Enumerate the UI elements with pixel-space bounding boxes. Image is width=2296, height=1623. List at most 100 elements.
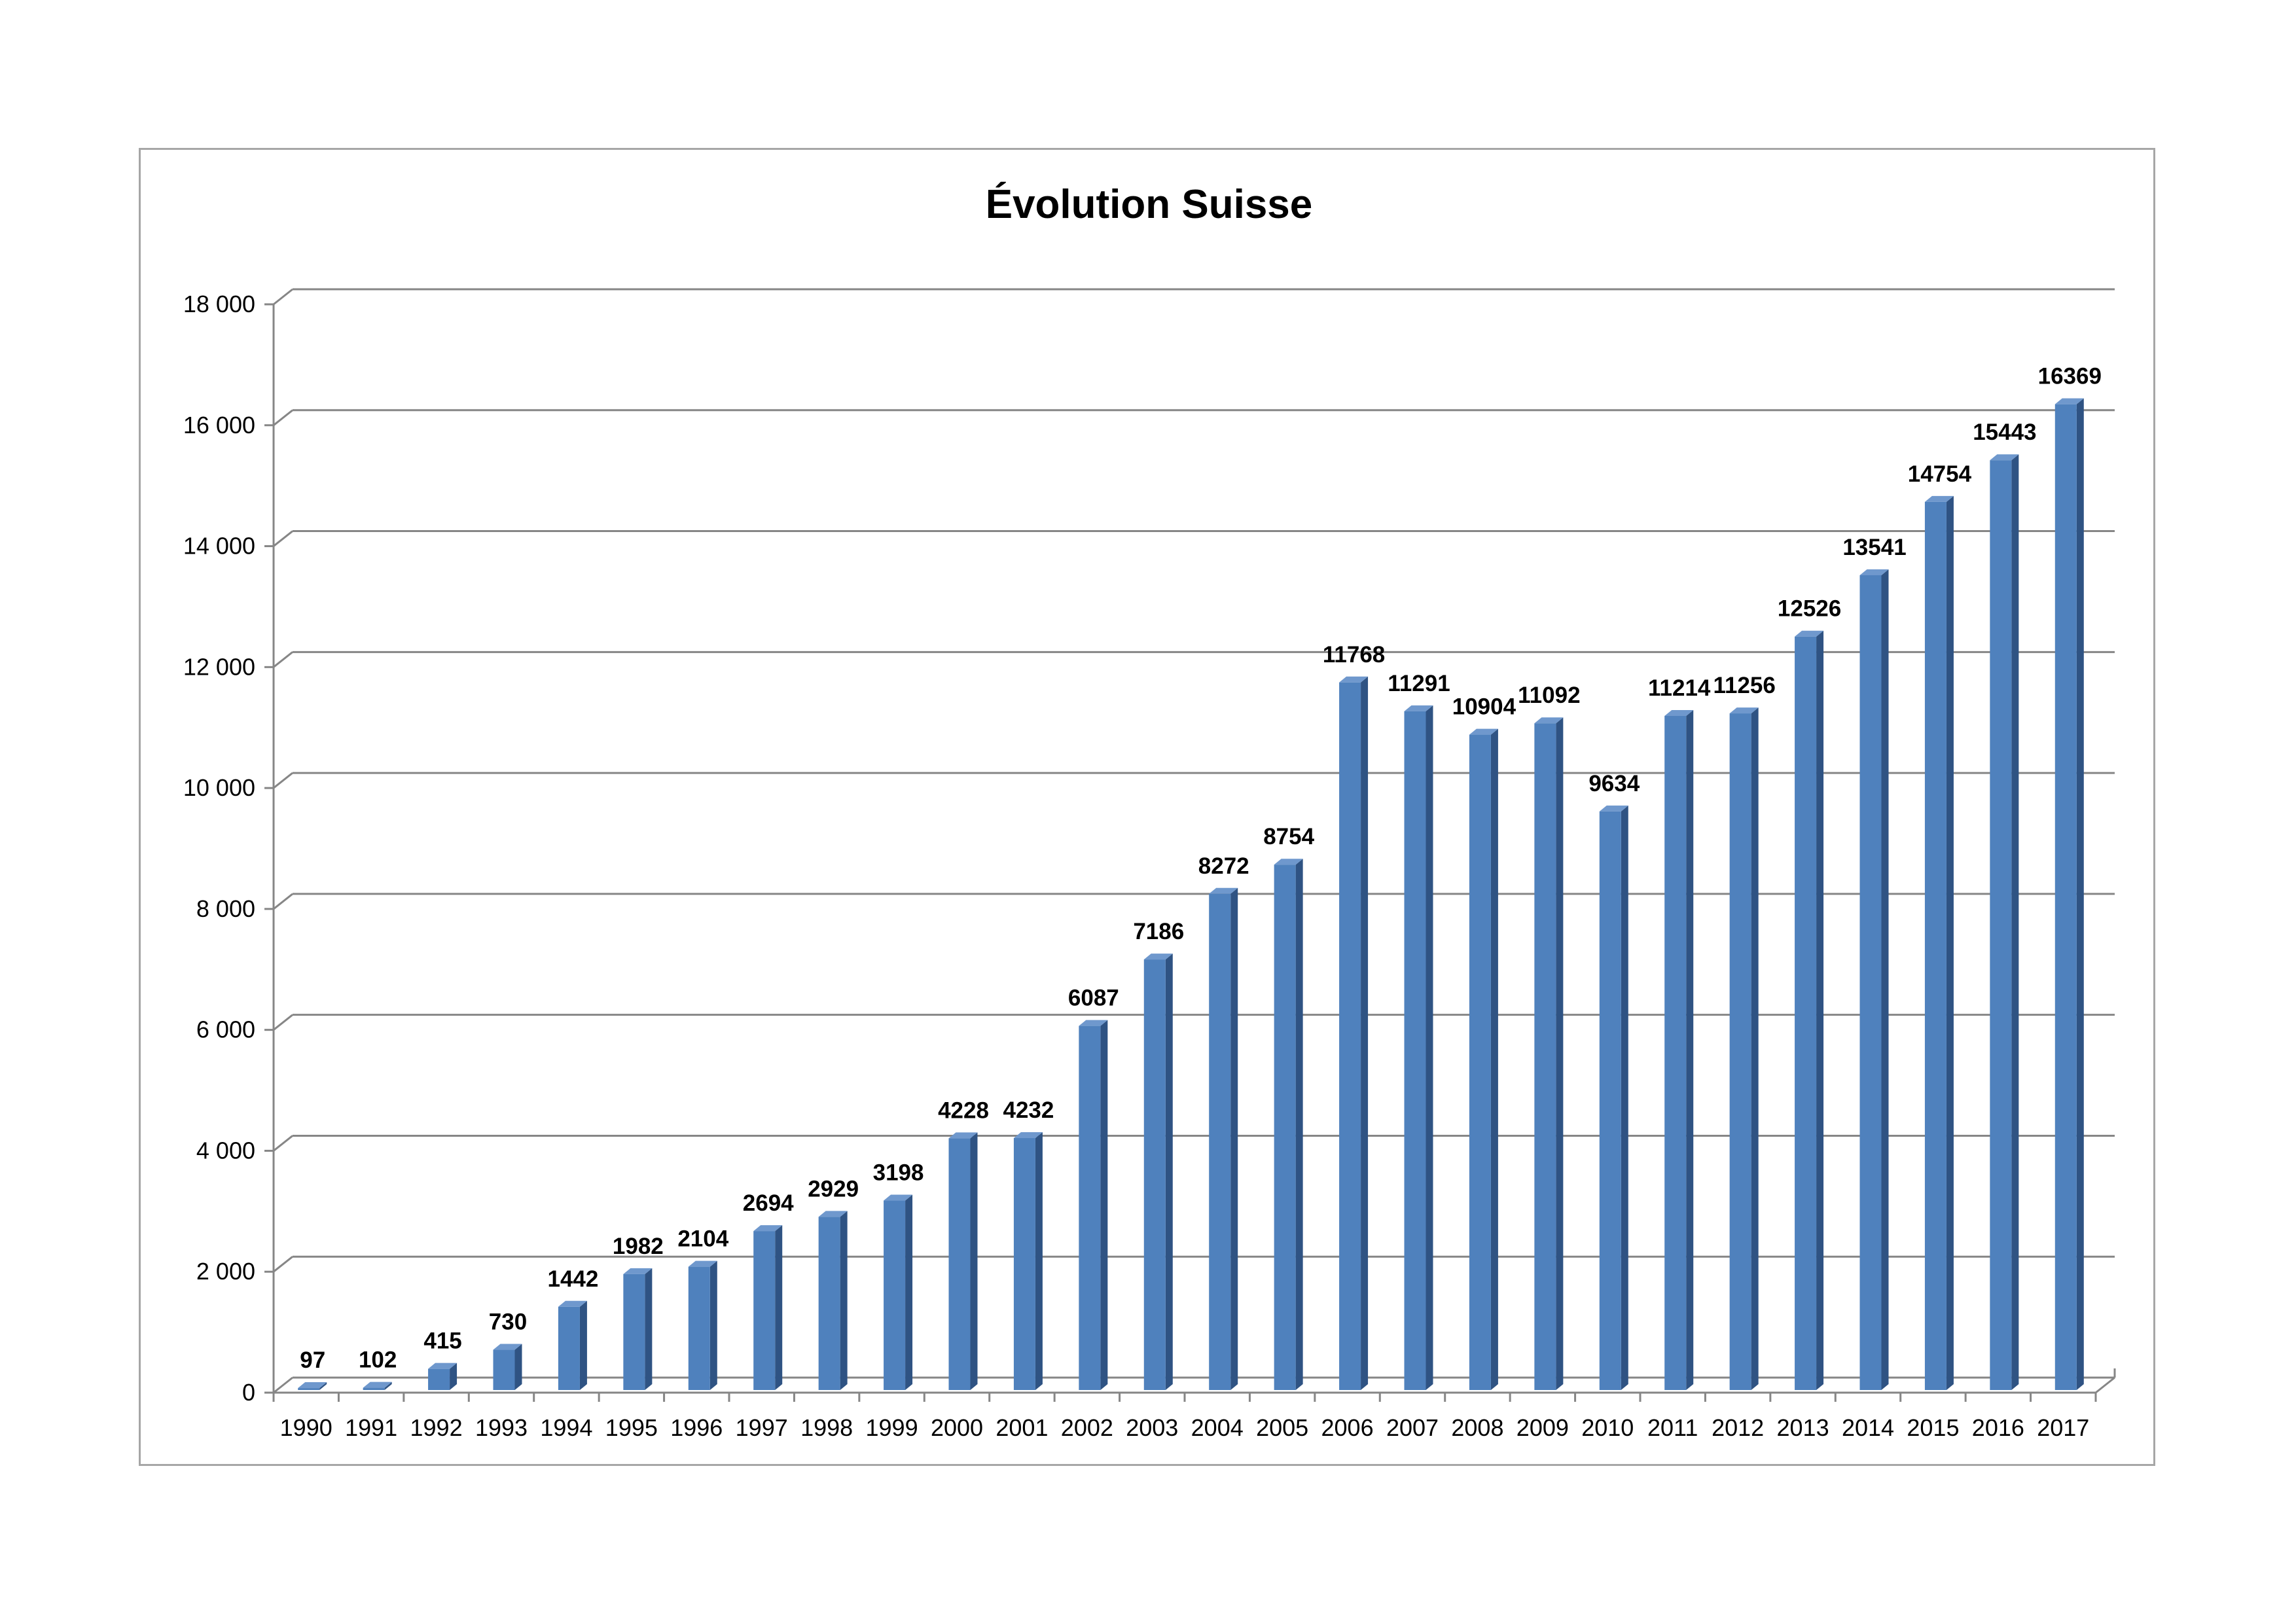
bar xyxy=(2054,398,2084,1390)
x-tick-label: 2009 xyxy=(1516,1414,1569,1441)
x-tick-label: 2012 xyxy=(1712,1414,1764,1441)
data-label: 8754 xyxy=(1263,824,1314,849)
data-label: 1442 xyxy=(547,1266,598,1292)
x-tick-label: 1991 xyxy=(345,1414,397,1441)
data-label: 10904 xyxy=(1452,694,1516,720)
bar xyxy=(1404,705,1433,1390)
x-tick-label: 1997 xyxy=(736,1414,788,1441)
gridline xyxy=(264,1134,2115,1152)
y-tick-label: 10 000 xyxy=(183,774,255,801)
gridline xyxy=(264,1255,2115,1273)
x-tick-label: 1995 xyxy=(605,1414,658,1441)
bar xyxy=(1729,707,1759,1390)
gridline xyxy=(264,651,2115,668)
bar xyxy=(363,1382,392,1390)
data-label: 14754 xyxy=(1908,461,1972,487)
y-tick-label: 0 xyxy=(242,1379,255,1406)
x-axis-ticks: 1990 1991 1992 1993 1994 1995 1996 1997 1998 1999… xyxy=(280,1414,2090,1441)
chart-frame: Évolution Suisse 0 2 000 4 000 6 000 8 000 10… xyxy=(139,148,2155,1466)
bars xyxy=(298,398,2084,1391)
x-tick-label: 1996 xyxy=(670,1414,723,1441)
x-tick-label: 2014 xyxy=(1842,1414,1894,1441)
data-label: 6087 xyxy=(1068,986,1119,1011)
data-label: 7186 xyxy=(1133,919,1184,944)
data-label: 8272 xyxy=(1198,853,1249,879)
data-label: 13541 xyxy=(1842,535,1906,560)
bar xyxy=(1469,728,1498,1390)
data-label: 9634 xyxy=(1588,771,1640,796)
bar xyxy=(1599,805,1628,1390)
x-tick-label: 1992 xyxy=(410,1414,463,1441)
x-tick-label: 2000 xyxy=(931,1414,983,1441)
bar xyxy=(1859,569,1889,1390)
x-tick-label: 1998 xyxy=(800,1414,853,1441)
x-tick-label: 2011 xyxy=(1647,1414,1698,1441)
y-tick-label: 8 000 xyxy=(196,895,255,922)
chart-title: Évolution Suisse xyxy=(985,182,1313,227)
bar xyxy=(818,1211,848,1390)
y-tick-label: 4 000 xyxy=(196,1137,255,1164)
bar xyxy=(884,1194,913,1390)
y-tick-label: 6 000 xyxy=(196,1016,255,1043)
bar xyxy=(688,1260,717,1390)
x-tick-label: 1999 xyxy=(866,1414,918,1441)
data-label: 415 xyxy=(423,1329,461,1354)
y-tick-label: 2 000 xyxy=(196,1258,255,1285)
y-axis-ticks: 0 2 000 4 000 6 000 8 000 10 000 12 000 14 000 1… xyxy=(183,291,255,1406)
x-tick-label: 2003 xyxy=(1126,1414,1178,1441)
gridline xyxy=(264,1376,2115,1394)
bar xyxy=(1924,495,1954,1391)
y-tick-label: 12 000 xyxy=(183,653,255,680)
x-tick-label: 2004 xyxy=(1191,1414,1244,1441)
x-tick-label: 2016 xyxy=(1972,1414,2024,1441)
bar-chart: 0 2 000 4 000 6 000 8 000 10 000 12 000 14 000 1… xyxy=(183,288,2116,1441)
data-label: 2694 xyxy=(743,1190,794,1216)
data-label: 2104 xyxy=(677,1226,728,1252)
bar xyxy=(1274,859,1303,1390)
x-axis-depth-line xyxy=(2095,1376,2115,1394)
bar xyxy=(428,1363,457,1390)
bar xyxy=(298,1382,327,1390)
bar xyxy=(1013,1132,1043,1390)
data-label: 11768 xyxy=(1323,642,1385,668)
bar xyxy=(1143,954,1173,1390)
x-tick-label: 2015 xyxy=(1907,1414,1959,1441)
x-tick-label: 2005 xyxy=(1256,1414,1308,1441)
bar xyxy=(1079,1020,1108,1390)
data-label: 2929 xyxy=(808,1176,859,1202)
axes xyxy=(272,304,2116,1402)
data-label: 15443 xyxy=(1973,419,2036,445)
x-tick-label: 1990 xyxy=(280,1414,332,1441)
bar xyxy=(558,1300,587,1390)
x-tick-label: 1994 xyxy=(540,1414,592,1441)
data-label: 16369 xyxy=(2038,364,2102,389)
y-tick-label: 14 000 xyxy=(183,533,255,560)
bar xyxy=(1209,887,1238,1390)
data-labels: 97 102 415 730 1442 1982 2104 2694 2929 3198 4228 4… xyxy=(300,364,2102,1373)
bar xyxy=(1795,630,1824,1390)
x-tick-label: 2008 xyxy=(1451,1414,1503,1441)
bar xyxy=(753,1225,783,1390)
data-label: 97 xyxy=(300,1347,325,1373)
gridline xyxy=(264,1014,2115,1031)
gridline xyxy=(264,409,2115,427)
data-label: 1982 xyxy=(613,1234,664,1259)
bar xyxy=(948,1132,978,1390)
bar xyxy=(1339,676,1369,1390)
bar xyxy=(1534,717,1564,1390)
gridlines xyxy=(264,288,2115,1394)
gridline xyxy=(264,893,2115,910)
data-label: 102 xyxy=(359,1347,397,1373)
data-label: 730 xyxy=(489,1310,527,1335)
bar xyxy=(623,1268,653,1390)
x-tick-label: 2017 xyxy=(2037,1414,2089,1441)
bar xyxy=(493,1344,522,1390)
data-label: 3198 xyxy=(873,1160,924,1186)
x-tick-label: 2013 xyxy=(1777,1414,1829,1441)
y-tick-label: 18 000 xyxy=(183,291,255,317)
x-tick-label: 1993 xyxy=(475,1414,528,1441)
data-label: 11214 xyxy=(1648,675,1711,701)
y-tick-label: 16 000 xyxy=(183,412,255,438)
data-label: 4232 xyxy=(1003,1097,1054,1123)
data-label: 11256 xyxy=(1713,673,1775,698)
